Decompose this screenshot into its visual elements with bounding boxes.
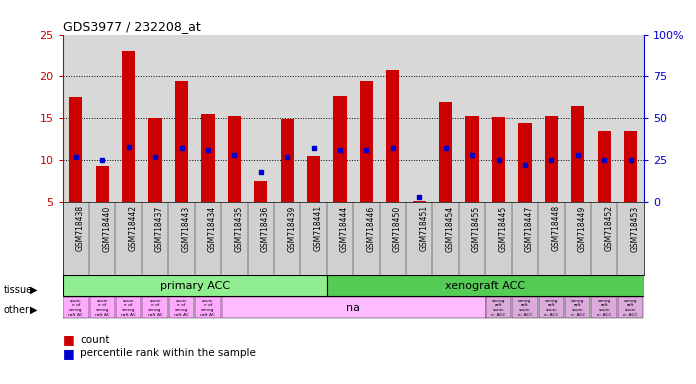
Bar — [175, 81, 188, 202]
Text: xenog
raft
sourc
e: ACC: xenog raft sourc e: ACC — [571, 299, 585, 317]
Bar — [196, 297, 221, 318]
Text: GSM718438: GSM718438 — [76, 205, 85, 252]
Text: GSM718448: GSM718448 — [551, 205, 560, 252]
Text: GSM718452: GSM718452 — [604, 205, 613, 252]
Bar — [360, 81, 373, 202]
Text: GSM718450: GSM718450 — [393, 205, 402, 252]
Bar — [571, 106, 585, 202]
Text: sourc
e of
xenog
raft AC: sourc e of xenog raft AC — [95, 299, 110, 317]
Text: GSM718454: GSM718454 — [445, 205, 454, 252]
Text: GSM718441: GSM718441 — [314, 205, 322, 252]
Bar — [201, 114, 214, 202]
Text: GSM718443: GSM718443 — [182, 205, 191, 252]
Text: sourc
e of
xenog
raft AC: sourc e of xenog raft AC — [200, 299, 215, 317]
Text: GSM718439: GSM718439 — [287, 205, 296, 252]
Text: GSM718451: GSM718451 — [419, 205, 428, 252]
Text: xenograft ACC: xenograft ACC — [445, 281, 525, 291]
Text: GSM718435: GSM718435 — [235, 205, 244, 252]
Bar — [116, 297, 141, 318]
Text: xenog
raft
sourc
e: ACC: xenog raft sourc e: ACC — [544, 299, 559, 317]
Bar — [486, 297, 511, 318]
Bar — [254, 181, 267, 202]
Bar — [148, 118, 161, 202]
Bar — [624, 131, 638, 202]
Bar — [618, 297, 643, 318]
Bar — [95, 166, 109, 202]
Text: GSM718446: GSM718446 — [366, 205, 375, 252]
Text: tissue: tissue — [3, 285, 33, 295]
Text: GSM718442: GSM718442 — [129, 205, 138, 252]
Bar — [307, 156, 320, 202]
Bar — [228, 116, 241, 202]
Bar — [512, 297, 537, 318]
Bar — [439, 102, 452, 202]
Bar — [63, 297, 88, 318]
Bar — [492, 117, 505, 202]
Bar — [565, 297, 590, 318]
Text: count: count — [80, 335, 109, 345]
Bar — [592, 297, 617, 318]
Text: percentile rank within the sample: percentile rank within the sample — [80, 348, 256, 358]
Text: GSM718447: GSM718447 — [525, 205, 534, 252]
Bar — [519, 123, 532, 202]
Text: other: other — [3, 305, 29, 315]
Text: sourc
e of
xenog
raft AC: sourc e of xenog raft AC — [148, 299, 163, 317]
Text: ▶: ▶ — [30, 305, 38, 315]
Bar — [143, 297, 168, 318]
Text: GSM718453: GSM718453 — [631, 205, 640, 252]
Bar — [466, 116, 479, 202]
Bar — [122, 51, 135, 202]
Bar — [221, 297, 486, 318]
Text: xenog
raft
sourc
e: ACC: xenog raft sourc e: ACC — [624, 299, 638, 317]
Text: sourc
e of
xenog
raft AC: sourc e of xenog raft AC — [68, 299, 84, 317]
Text: na: na — [346, 303, 361, 313]
Bar — [63, 275, 327, 296]
Bar — [169, 297, 194, 318]
Bar — [413, 201, 426, 202]
Text: ■: ■ — [63, 347, 74, 360]
Text: sourc
e of
xenog
raft AC: sourc e of xenog raft AC — [121, 299, 136, 317]
Bar — [280, 119, 294, 202]
Bar — [539, 297, 564, 318]
Text: ■: ■ — [63, 333, 74, 346]
Text: GDS3977 / 232208_at: GDS3977 / 232208_at — [63, 20, 200, 33]
Bar — [598, 131, 611, 202]
Text: GSM718449: GSM718449 — [578, 205, 587, 252]
Text: GSM718436: GSM718436 — [261, 205, 270, 252]
Bar — [545, 116, 558, 202]
Bar — [69, 97, 82, 202]
Text: GSM718444: GSM718444 — [340, 205, 349, 252]
Bar — [333, 96, 347, 202]
Text: GSM718455: GSM718455 — [472, 205, 481, 252]
Bar — [90, 297, 115, 318]
Text: sourc
e of
xenog
raft AC: sourc e of xenog raft AC — [174, 299, 189, 317]
Text: xenog
raft
sourc
e: ACC: xenog raft sourc e: ACC — [597, 299, 611, 317]
Text: xenog
raft
sourc
e: ACC: xenog raft sourc e: ACC — [491, 299, 506, 317]
Text: primary ACC: primary ACC — [159, 281, 230, 291]
Text: GSM718437: GSM718437 — [155, 205, 164, 252]
Text: GSM718434: GSM718434 — [208, 205, 217, 252]
Text: GSM718440: GSM718440 — [102, 205, 111, 252]
Bar — [386, 70, 400, 202]
Bar — [327, 275, 644, 296]
Text: ▶: ▶ — [30, 285, 38, 295]
Text: GSM718445: GSM718445 — [498, 205, 507, 252]
Text: xenog
raft
sourc
e: ACC: xenog raft sourc e: ACC — [518, 299, 532, 317]
